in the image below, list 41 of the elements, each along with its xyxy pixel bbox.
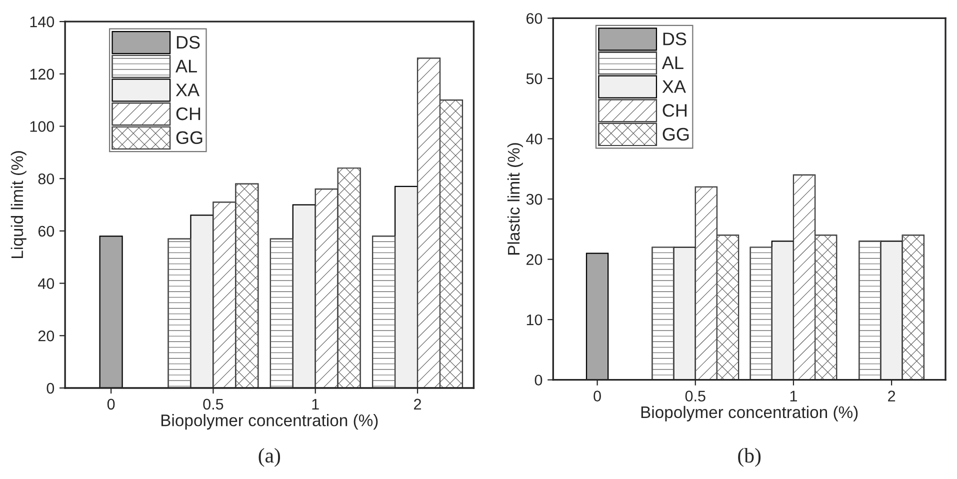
y-tick-label: 20 [38, 330, 54, 342]
y-tick-label: 20 [526, 254, 542, 265]
y-tick-label: 50 [526, 73, 542, 84]
y-tick-label: 10 [526, 314, 542, 326]
legend-label: GG [176, 131, 202, 144]
legend-label: DS [176, 36, 200, 49]
x-tick-label: 0 [594, 390, 601, 402]
x-axis-title: Biopolymer concentration (%) [641, 406, 858, 422]
y-tick-label: 0 [46, 382, 54, 394]
x-axis-title: Biopolymer concentration (%) [161, 414, 378, 430]
y-tick-label: 100 [30, 121, 54, 132]
bar [99, 236, 123, 388]
x-tick-label: 1 [312, 398, 319, 410]
x-tick-label: 0.5 [203, 398, 224, 410]
legend-label: AL [662, 56, 684, 69]
y-tick-label: 30 [526, 194, 542, 205]
legend-label: XA [662, 80, 686, 93]
y-tick-label: 80 [38, 173, 54, 184]
y-tick-label: 40 [526, 134, 542, 144]
y-tick-label: 40 [38, 278, 54, 289]
x-tick-label: 0.5 [685, 390, 706, 402]
x-tick-label: 2 [888, 390, 896, 402]
y-tick-label: 0 [534, 374, 542, 386]
y-tick-label: 120 [30, 68, 54, 80]
legend-label: CH [662, 104, 687, 117]
x-tick-label: 0 [107, 398, 115, 410]
y-axis-title: Plastic limit (%) [507, 143, 523, 255]
x-tick-label: 1 [790, 390, 797, 402]
y-tick-label: 60 [38, 226, 54, 237]
y-axis-title: Liquid limit (%) [10, 151, 26, 258]
y-tick-label: 140 [30, 16, 54, 28]
legend-label: XA [176, 84, 200, 96]
text: (b) [738, 448, 761, 467]
x-tick-label: 2 [414, 398, 422, 410]
legend-label: AL [175, 60, 197, 72]
legend-label: DS [663, 32, 686, 46]
text: (a) [258, 448, 280, 467]
legend-label: CH [176, 107, 200, 120]
bar [586, 252, 609, 380]
legend-label: GG [662, 128, 689, 141]
y-tick-label: 60 [526, 13, 542, 24]
